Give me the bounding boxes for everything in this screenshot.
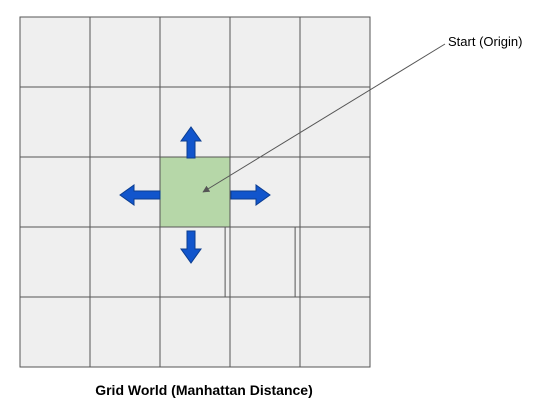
grid-cell (299, 16, 371, 88)
grid-cell (299, 296, 371, 368)
grid-cell (89, 296, 161, 368)
grid-cell (19, 226, 91, 298)
grid-cell (89, 86, 161, 158)
grid-cell (229, 296, 301, 368)
arrow-right-icon (230, 184, 271, 206)
arrow-up-icon (180, 126, 202, 159)
grid-cell (159, 296, 231, 368)
diagram-caption: Grid World (Manhattan Distance) (95, 382, 313, 398)
grid-cell (19, 156, 91, 228)
grid-cell (89, 16, 161, 88)
move-arrows (119, 126, 271, 264)
grid-cell (299, 226, 371, 298)
grid-cell (229, 16, 301, 88)
grid (19, 16, 371, 368)
grid-cell (159, 16, 231, 88)
grid-cell (19, 296, 91, 368)
grid-cell (19, 16, 91, 88)
start-origin-label: Start (Origin) (448, 34, 522, 49)
arrow-down-icon (180, 230, 202, 264)
grid-cell (89, 226, 161, 298)
grid-cell (19, 86, 91, 158)
start-cell (159, 156, 231, 228)
pointer-line (202, 43, 446, 193)
grid-cell (299, 156, 371, 228)
grid-cell (229, 86, 301, 158)
grid-cell (299, 86, 371, 158)
arrow-left-icon (119, 184, 161, 206)
grid-cell (229, 226, 301, 298)
